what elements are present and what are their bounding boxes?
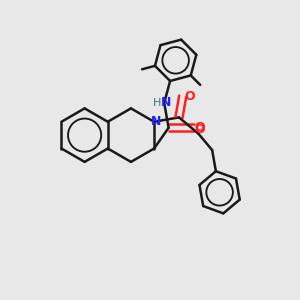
Text: O: O: [184, 90, 195, 103]
Text: N: N: [160, 96, 171, 110]
Text: O: O: [194, 121, 205, 134]
Text: H: H: [153, 98, 161, 108]
Text: O: O: [194, 123, 205, 136]
Text: N: N: [150, 115, 161, 128]
